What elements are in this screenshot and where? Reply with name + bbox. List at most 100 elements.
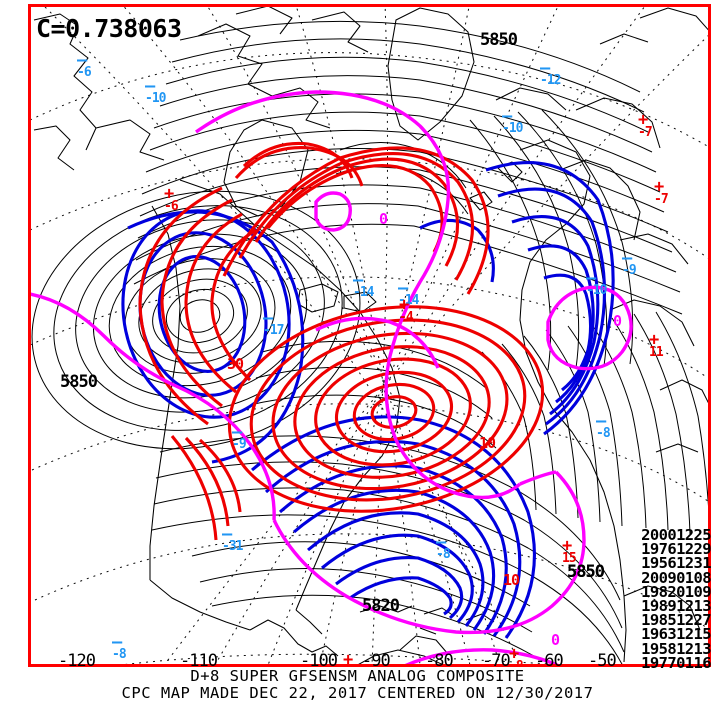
station-value: -9 — [232, 437, 247, 452]
station-value: -7 — [638, 125, 653, 140]
station-value: -8 — [509, 659, 524, 667]
graticule — [31, 7, 708, 664]
station-marker: + -8 — [509, 644, 524, 667]
minus-icon: – — [77, 50, 88, 70]
minus-icon: – — [586, 268, 597, 288]
station-marker: +-6 — [164, 184, 179, 214]
station-value: -7 — [710, 128, 711, 141]
station-marker: – -9 — [622, 248, 637, 278]
station-marker: – -8 — [112, 632, 127, 662]
contour-label: 5850 — [60, 372, 98, 392]
station-value: 11 — [649, 345, 664, 360]
station-marker: – -10 — [586, 268, 608, 298]
station-value: -4 — [399, 310, 414, 325]
station-marker: +-7 — [654, 177, 669, 207]
station-value: -6 — [164, 199, 179, 214]
station-marker: + -4 — [399, 295, 414, 325]
minus-icon: – — [353, 270, 364, 290]
longitude-label: -60 — [535, 651, 564, 671]
station-value: -8 — [596, 426, 611, 441]
station-marker: – -8 — [596, 411, 611, 441]
station-value: -6 — [77, 65, 92, 80]
contour-label: 0 — [379, 210, 388, 228]
station-marker: – -14 — [353, 270, 375, 300]
station-value: 15 — [562, 551, 577, 566]
station-marker: +11 — [649, 330, 664, 360]
analog-date-item: 19581213 — [641, 639, 711, 658]
station-marker: – -6 — [77, 50, 92, 80]
minus-icon: – — [596, 411, 607, 431]
map-frame: –-6–-10–-12–-9–-10+-7+-7–-9+-7+-7+-7+-6–… — [28, 4, 711, 667]
station-value: -8 — [112, 647, 127, 662]
longitude-label: -90 — [362, 651, 391, 671]
contour-label: 0 — [551, 631, 560, 649]
plus-icon: + — [343, 650, 354, 667]
contour-label: 5820 — [362, 596, 400, 616]
station-marker: +15 — [562, 536, 577, 566]
contour-label: 5850 — [480, 30, 518, 50]
contour-label: 0 — [613, 312, 622, 330]
minus-icon: – — [112, 632, 123, 652]
contour-label: 5850 — [567, 562, 605, 582]
minus-icon: – — [145, 76, 156, 96]
longitude-label: -50 — [588, 651, 617, 671]
plus-icon: + — [164, 184, 175, 204]
caption-line-2: CPC MAP MADE DEC 22, 2017 CENTERED ON 12… — [121, 684, 594, 702]
station-value: -7 — [654, 192, 669, 207]
plus-icon: + — [509, 644, 520, 664]
analog-date-item: 19891213 — [641, 597, 711, 616]
station-value: -14 — [398, 293, 420, 308]
plus-icon: + — [710, 114, 711, 131]
caption-line-1: D+8 SUPER GFSENSM ANALOG COMPOSITE — [190, 667, 525, 685]
minus-icon: – — [622, 248, 633, 268]
longitude-label: -100 — [300, 651, 338, 671]
plus-icon: + — [638, 110, 649, 130]
map-plot-area — [31, 7, 708, 664]
contour-label: 5850 — [567, 562, 605, 582]
longitude-label: -80 — [425, 651, 454, 671]
station-value: -9 — [622, 263, 637, 278]
station-marker: – -8 — [436, 532, 451, 562]
plus-icon: + — [562, 536, 573, 556]
analog-date-item: 19561231 — [641, 554, 711, 573]
plus-icon: + — [649, 330, 660, 350]
minus-icon: – — [222, 524, 233, 544]
map-caption: D+8 SUPER GFSENSM ANALOG COMPOSITE CPC M… — [0, 668, 715, 702]
minus-icon: – — [540, 58, 551, 78]
station-marker: – -17 — [263, 308, 285, 338]
plus-icon: + — [654, 177, 665, 197]
station-marker: – -14 — [398, 278, 420, 308]
contour-label: 30 — [227, 355, 244, 373]
station-marker: – -10 — [502, 106, 524, 136]
analog-date-item: 20001225 — [641, 526, 711, 544]
minus-icon: – — [398, 278, 409, 298]
minus-icon: – — [502, 106, 513, 126]
station-value: -10 — [145, 91, 167, 106]
longitude-label: -70 — [482, 651, 511, 671]
analog-date-item: 19761229 — [641, 540, 711, 559]
station-value: -17 — [263, 323, 285, 338]
analog-date-item: 19770116 — [641, 653, 711, 672]
analog-date-item: 19851227 — [641, 611, 711, 630]
analog-date-item: 19820109 — [641, 582, 711, 601]
station-marker: – -9 — [232, 424, 247, 452]
station-marker: – -12 — [540, 58, 562, 88]
station-marker: +-7 — [638, 110, 653, 140]
longitude-label: -120 — [58, 651, 96, 671]
station-marker: +-3 — [343, 650, 357, 667]
minus-icon: – — [436, 532, 447, 552]
analog-date-item: 20090108 — [641, 568, 711, 587]
station-value: -12 — [540, 73, 562, 88]
minus-icon: – — [263, 308, 274, 328]
contour-label: 10 — [479, 434, 496, 452]
plus-icon: + — [399, 295, 410, 315]
station-marker: – -10 — [145, 76, 167, 106]
correlation-label: C=0.738063 — [36, 14, 182, 43]
station-value: -31 — [222, 539, 244, 554]
contour-label: 10 — [503, 571, 520, 589]
station-marker: – -31 — [222, 524, 244, 554]
station-value: -8 — [436, 547, 451, 562]
station-value: -14 — [353, 285, 375, 300]
station-marker: +-7 — [710, 114, 711, 141]
